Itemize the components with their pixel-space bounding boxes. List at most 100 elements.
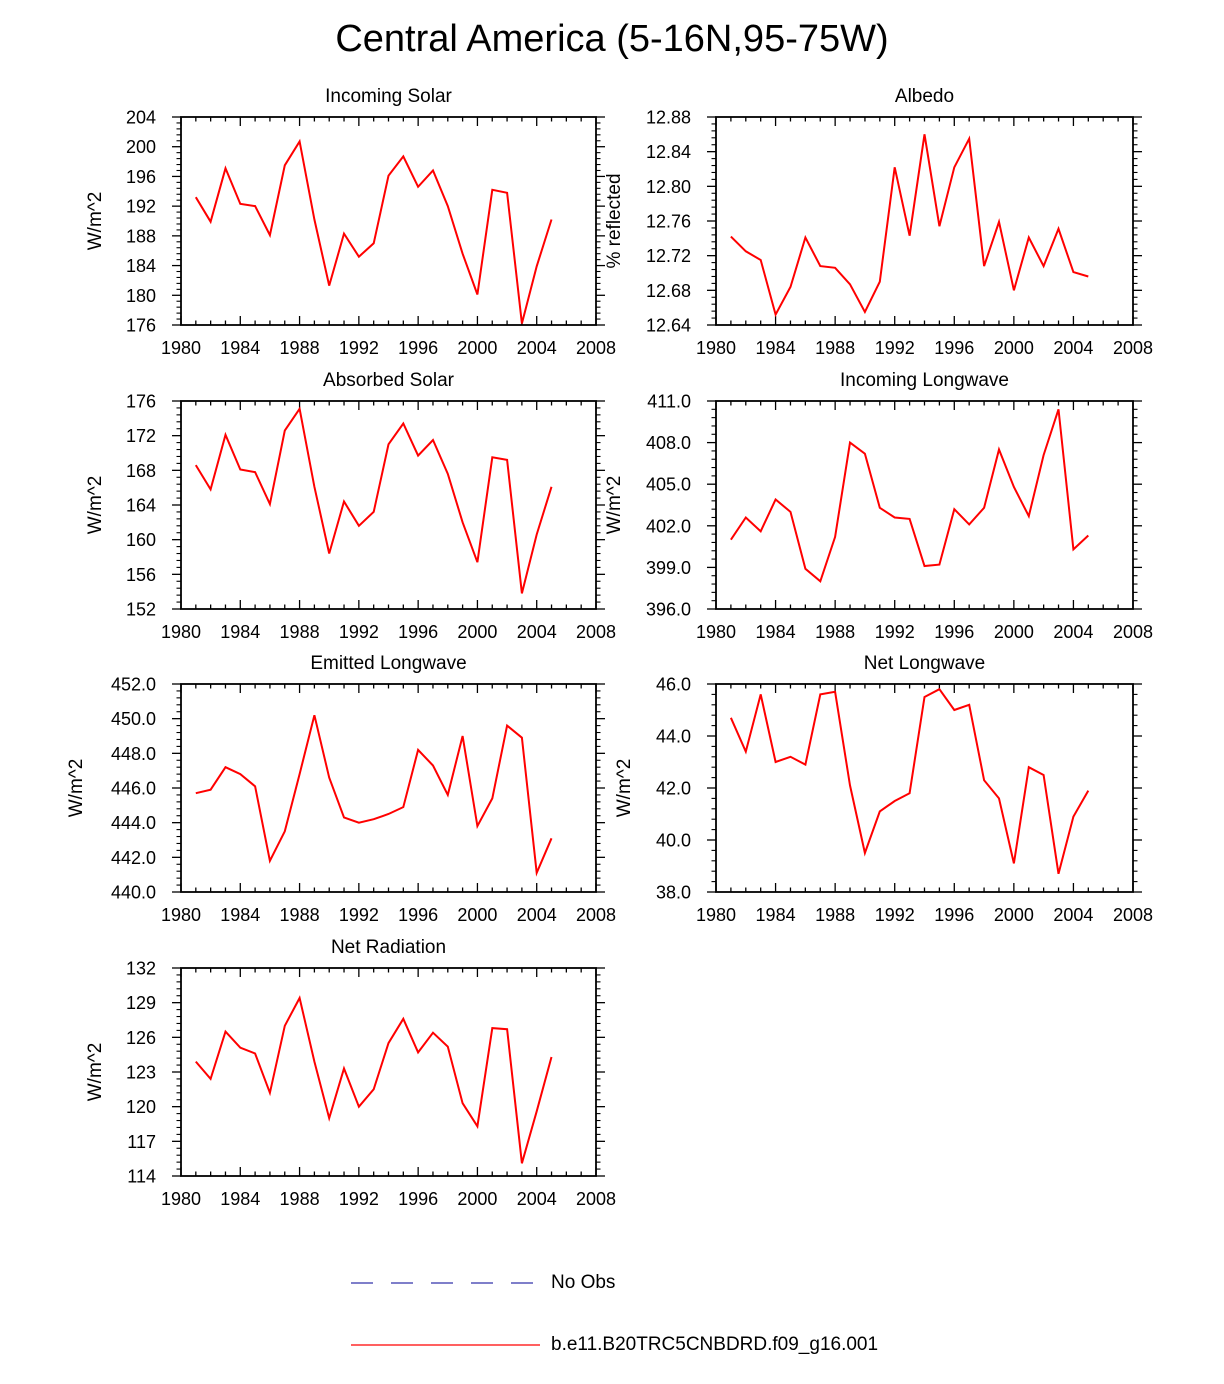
panel-net-longwave: Net Longwave W/m^2 1980 1984 1988 1992 1996 200… [614,653,1153,925]
plot-frame [180,116,597,326]
y-tick-label: 160 [126,530,156,550]
x-tick-label: 1988 [280,622,320,642]
x-tick-label: 1992 [339,905,379,925]
x-tick-label: 2000 [994,622,1034,642]
y-tick-label: 114 [127,1167,156,1187]
panel-title: Net Radiation [331,937,446,958]
y-tick-label: 12.68 [646,281,691,301]
y-axis-label: % reflected [604,173,625,268]
y-axis-label: W/m^2 [85,476,106,535]
y-tick-label: 12.76 [646,212,691,232]
y-tick-label: 196 [126,167,156,187]
y-tick-label: 188 [126,226,156,246]
legend-model-label: b.e11.B20TRC5CNBDRD.f09_g16.001 [551,1334,879,1355]
y-tick-label: 180 [126,286,156,306]
x-tick-label: 1988 [815,338,855,358]
y-tick-label: 396.0 [646,600,691,620]
y-tick-label: 12.88 [646,108,691,128]
y-tick-label: 168 [126,461,156,481]
x-tick-label: 1984 [756,338,796,358]
x-tick-label: 1992 [875,338,915,358]
y-tick-label: 408.0 [646,433,691,453]
y-tick-label: 450.0 [111,709,156,729]
x-tick-label: 2000 [994,338,1034,358]
series-line [195,714,553,877]
plot-frame [715,116,1134,326]
y-tick-label: 440.0 [111,883,156,903]
y-axis-label: W/m^2 [604,476,625,535]
y-axis-label: W/m^2 [85,192,106,251]
x-tick-label: 1980 [161,338,201,358]
y-tick-label: 172 [126,426,156,446]
y-tick-label: 132 [126,959,156,979]
x-tick-label: 1980 [696,905,736,925]
series-line [730,408,1089,584]
x-tick-label: 1992 [875,622,915,642]
x-tick-label: 2000 [457,338,497,358]
y-tick-label: 46.0 [656,675,691,695]
y-tick-label: 40.0 [656,831,691,851]
y-tick-label: 200 [126,137,156,157]
panel-incoming-solar: Incoming Solar W/m^2 1980 1984 1988 1992 1996 2… [85,86,616,358]
y-tick-label: 204 [126,108,156,128]
y-tick-label: 442.0 [111,848,156,868]
x-tick-label: 1984 [220,905,260,925]
y-tick-label: 120 [126,1097,156,1117]
x-tick-label: 1996 [398,1189,438,1209]
y-tick-label: 176 [126,316,156,336]
y-tick-label: 38.0 [656,883,691,903]
x-tick-label: 1996 [398,338,438,358]
panel-title: Incoming Solar [325,86,452,107]
series-line [195,995,553,1164]
y-tick-label: 12.64 [646,316,691,336]
x-tick-label: 2004 [1053,905,1093,925]
x-tick-label: 1980 [696,338,736,358]
y-tick-label: 12.84 [646,142,691,162]
y-tick-label: 444.0 [111,813,156,833]
y-tick-label: 152 [126,600,156,620]
x-tick-label: 1992 [875,905,915,925]
x-tick-label: 1988 [280,1189,320,1209]
x-tick-label: 1980 [696,622,736,642]
x-tick-label: 1984 [220,622,260,642]
y-tick-label: 42.0 [656,779,691,799]
y-tick-label: 164 [126,496,156,516]
x-tick-label: 1988 [280,338,320,358]
y-tick-label: 117 [127,1132,156,1152]
panel-title: Net Longwave [864,653,985,674]
x-tick-label: 2000 [457,1189,497,1209]
y-tick-label: 12.80 [646,177,691,197]
x-tick-label: 1988 [280,905,320,925]
y-axis-label: W/m^2 [66,759,87,818]
x-tick-label: 2008 [1113,905,1153,925]
x-tick-label: 1996 [398,905,438,925]
x-tick-label: 1984 [756,905,796,925]
x-tick-label: 1992 [339,622,379,642]
series-line [194,138,553,324]
panel-net-radiation: Net Radiation W/m^2 1980 1984 1988 1992 1996 20… [85,937,616,1209]
panel-incoming-longwave: Incoming Longwave W/m^2 1980 1984 1988 1992 19… [604,370,1153,642]
y-tick-label: 411.0 [647,392,691,412]
series-line [194,406,553,594]
series-line [729,687,1090,875]
y-tick-label: 446.0 [111,779,156,799]
x-tick-label: 1980 [161,622,201,642]
y-tick-label: 156 [126,565,156,585]
x-tick-label: 1980 [161,1189,201,1209]
x-tick-label: 2004 [1053,338,1093,358]
x-tick-label: 1996 [934,338,974,358]
y-tick-label: 12.72 [646,246,691,266]
y-tick-label: 192 [126,197,156,217]
y-axis-label: W/m^2 [85,1043,106,1102]
x-tick-label: 2004 [1053,622,1093,642]
y-tick-label: 184 [126,256,156,276]
y-tick-label: 123 [126,1063,156,1083]
x-tick-label: 1996 [934,905,974,925]
y-axis-label: W/m^2 [614,759,635,818]
figure-title: Central America (5-16N,95-75W) [335,18,889,60]
x-tick-label: 2008 [576,622,616,642]
x-tick-label: 1996 [934,622,974,642]
y-tick-label: 176 [126,392,156,412]
y-tick-label: 448.0 [111,744,156,764]
y-tick-label: 126 [126,1028,156,1048]
